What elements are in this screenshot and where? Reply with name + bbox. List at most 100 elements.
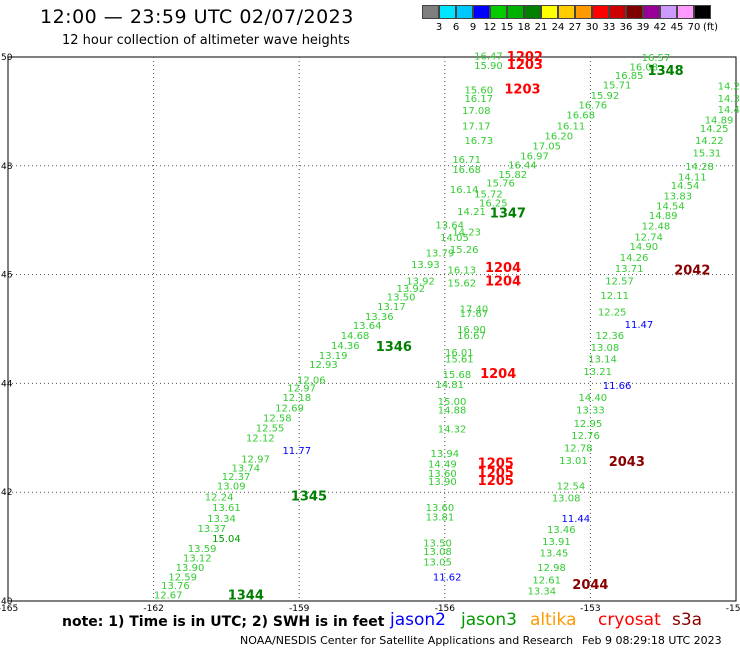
pass-time-label: 2042: [674, 264, 710, 279]
swh-label: 12.97: [241, 454, 270, 465]
swh-label: 13.34: [207, 514, 236, 525]
swh-label: 15.60: [464, 85, 493, 96]
swh-label: 13.59: [188, 544, 217, 555]
swh-label: 14.23: [452, 227, 481, 238]
swh-label: 16.44: [508, 161, 537, 172]
pass-time-label: 1204: [485, 274, 521, 289]
swh-label: 16.90: [457, 325, 486, 336]
color-scale-tick-label: 30: [585, 22, 599, 33]
swh-label: 14.40: [579, 393, 608, 404]
swh-label: 12.11: [600, 291, 629, 302]
swh-label: 12.67: [154, 590, 183, 601]
swh-label: 15.62: [447, 279, 476, 290]
swh-label: 13.34: [528, 586, 557, 597]
color-scale-tick-label: 42: [653, 22, 667, 33]
swh-label: 17.17: [462, 121, 491, 132]
x-tick-label: -165: [0, 604, 18, 614]
swh-label: 17.08: [462, 106, 491, 117]
satellite-label-s3a: s3a: [672, 610, 703, 630]
legend-bar: note: 1) Time is in UTC; 2) SWH is in fe…: [0, 608, 740, 634]
swh-label: 15.71: [603, 81, 632, 92]
note-text: note: 1) Time is in UTC; 2) SWH is in fe…: [62, 614, 385, 630]
swh-label: 13.37: [198, 524, 227, 535]
satellite-label-cryosat: cryosat: [598, 610, 661, 630]
swh-label: 12.59: [168, 572, 197, 583]
swh-label: 16.97: [520, 151, 549, 162]
swh-label: 13.74: [231, 464, 260, 475]
y-tick-label: 48: [1, 162, 13, 172]
swh-label: 12.57: [605, 276, 634, 287]
y-tick-label: 40: [1, 597, 13, 607]
swh-label: 14.36: [331, 341, 360, 352]
pass-time-label: 1348: [648, 64, 684, 79]
swh-label: 13.94: [430, 449, 459, 460]
swh-label: 16.13: [447, 266, 476, 277]
swh-label: 13.61: [212, 503, 241, 514]
swh-label: 13.60: [428, 469, 457, 480]
color-swatch: [626, 5, 643, 19]
satellite-label-altika: altika: [530, 610, 577, 630]
color-swatch: [507, 5, 524, 19]
swh-label: 14.3: [718, 94, 740, 105]
pass-time-label: 1204: [485, 261, 521, 276]
swh-label: 13.17: [377, 302, 406, 313]
swh-label: 13.12: [183, 553, 212, 564]
swh-label: 14.88: [438, 405, 467, 416]
color-scale-tick-label: 18: [517, 22, 531, 33]
color-scale-tick-label: 6: [452, 22, 460, 33]
swh-label: 14.54: [656, 201, 685, 212]
swh-label: 14.90: [629, 242, 658, 253]
color-scale-tick-label: 39: [636, 22, 650, 33]
color-swatch: [558, 5, 575, 19]
swh-label: 13.46: [547, 525, 576, 536]
swh-label: 14.81: [435, 380, 464, 391]
pass-time-label: 2043: [609, 455, 645, 470]
swh-label: 14.22: [695, 136, 724, 147]
color-scale-tick-label: 24: [551, 22, 565, 33]
swh-label: 16.17: [464, 94, 493, 105]
color-scale-unit: (ft): [703, 22, 719, 33]
pass-time-label: 1205: [478, 474, 514, 489]
x-tick-label: -162: [143, 604, 163, 614]
swh-label: 13.50: [387, 293, 416, 304]
swh-label: 16.01: [445, 348, 474, 359]
color-swatch: [592, 5, 609, 19]
color-swatch: [422, 5, 439, 19]
swh-label: 13.93: [411, 260, 440, 271]
pass-time-label: 1203: [507, 58, 543, 73]
swh-label: 17.40: [460, 305, 489, 316]
swh-label: 12.54: [557, 481, 586, 492]
swh-label: 13.19: [319, 351, 348, 362]
swh-label: 13.92: [406, 276, 435, 287]
swh-label: 13.21: [583, 367, 612, 378]
swh-label: 13.05: [423, 558, 452, 569]
swh-label: 13.64: [353, 321, 382, 332]
plot-frame: [7, 56, 737, 602]
swh-label: 15.92: [591, 91, 620, 102]
y-tick-label: 44: [1, 379, 13, 389]
pass-time-label: 1344: [228, 588, 264, 603]
swh-label: 11.44: [562, 514, 591, 525]
x-tick-label: -159: [289, 604, 310, 614]
swh-label: 16.76: [579, 101, 608, 112]
swh-label: 14.68: [341, 331, 370, 342]
swh-label: 14.28: [685, 162, 714, 173]
color-scale-tick-label: 21: [534, 22, 548, 33]
pass-time-label: 1202: [507, 50, 543, 65]
swh-label: 12.18: [282, 393, 311, 404]
swh-label: 13.76: [161, 581, 190, 592]
swh-label: 14.4: [718, 105, 740, 116]
color-scale-tick-label: 33: [602, 22, 616, 33]
swh-label: 17.05: [532, 141, 561, 152]
swh-label: 12.55: [256, 423, 285, 434]
pass-time-label: 1203: [504, 82, 540, 97]
color-swatch: [643, 5, 660, 19]
swh-label: 13.33: [576, 405, 605, 416]
swh-label: 12.24: [205, 492, 234, 503]
color-scale-tick-label: 36: [619, 22, 633, 33]
pass-time-label: 1204: [480, 367, 516, 382]
swh-label: 13.50: [423, 539, 452, 550]
swh-label: 13.01: [559, 456, 588, 467]
swh-label: 13.79: [426, 249, 455, 260]
